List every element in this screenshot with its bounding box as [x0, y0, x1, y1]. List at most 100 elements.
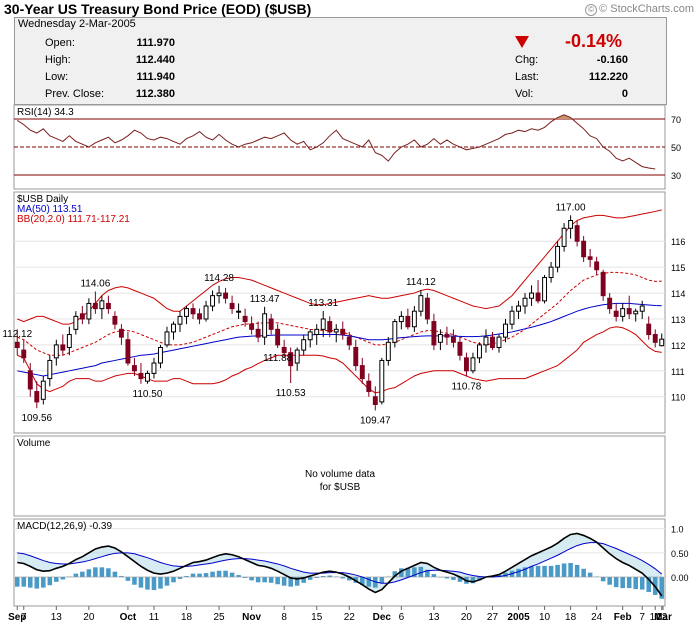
price-annotation: 109.56	[21, 413, 52, 424]
price-tick-label: 112	[671, 341, 685, 351]
bollinger-lower-band	[17, 326, 662, 394]
price-tick-label: 116	[671, 237, 685, 247]
macd-histogram-bar	[574, 564, 580, 577]
macd-histogram-bar	[516, 568, 521, 577]
candle-body	[145, 372, 150, 382]
date-tick-label: Mar	[654, 612, 672, 623]
candle-body	[27, 370, 33, 390]
macd-histogram-bar	[27, 577, 33, 588]
candle-body	[353, 346, 359, 367]
candle-body	[405, 315, 411, 328]
candle-body	[242, 315, 248, 323]
price-annotation: 110.53	[276, 388, 306, 399]
macd-histogram-bar	[236, 575, 241, 577]
candle-body	[190, 308, 196, 315]
candle-body	[294, 349, 300, 364]
rsi-tick-label: 50	[671, 143, 681, 153]
no-volume-message: No volume data	[305, 469, 375, 480]
stockcharts-credit[interactable]: © © StockCharts.com	[585, 3, 694, 16]
candle-body	[568, 220, 574, 229]
candle-body	[620, 308, 626, 317]
macd-histogram-bar	[418, 566, 424, 577]
macd-histogram-bar	[242, 577, 248, 578]
date-tick-label: 15	[311, 612, 323, 623]
low-value: 111.940	[136, 71, 175, 83]
macd-histogram-bar	[229, 572, 235, 577]
date-tick-label: Sep	[8, 612, 26, 623]
date-tick-label: 11	[149, 612, 160, 623]
candle-body	[112, 315, 118, 325]
macd-histogram-bar	[353, 577, 359, 583]
macd-histogram-bar	[320, 576, 326, 577]
candle-body	[60, 344, 66, 351]
macd-title: MACD(12,26,9) -0.39	[17, 521, 112, 532]
candle-body	[151, 362, 157, 374]
candle-body	[490, 336, 495, 348]
date-tick-label: 18	[181, 612, 193, 623]
macd-histogram-bar	[164, 577, 170, 586]
macd-histogram-bar	[54, 577, 59, 582]
candle-body	[236, 310, 242, 313]
candle-body	[561, 227, 567, 247]
rsi-tick-label: 30	[671, 171, 681, 181]
candle-body	[223, 292, 229, 299]
date-tick-label: 20	[461, 612, 473, 623]
date-tick-label: 6	[399, 612, 405, 623]
open-value: 111.970	[136, 37, 175, 49]
candle-body	[392, 321, 398, 343]
macd-histogram-bar	[392, 571, 398, 577]
credit-text: © StockCharts.com	[599, 3, 694, 15]
candle-body	[210, 295, 216, 307]
macd-histogram-bar	[275, 577, 280, 585]
macd-histogram-bar	[249, 577, 254, 581]
macd-tick-label: 0.50	[671, 549, 689, 559]
candle-body	[53, 344, 59, 359]
candle-body	[646, 323, 652, 336]
candle-body	[158, 346, 163, 364]
macd-histogram-bar	[73, 573, 79, 577]
candle-body	[626, 308, 632, 315]
candle-body	[262, 313, 268, 338]
down-arrow-icon	[515, 36, 529, 48]
candle-body	[177, 315, 183, 325]
candle-body	[14, 341, 20, 348]
macd-histogram-bar	[568, 562, 573, 577]
candle-body	[639, 305, 645, 312]
macd-histogram-bar	[106, 568, 111, 577]
candle-body	[418, 295, 424, 312]
macd-histogram-bar	[288, 577, 293, 587]
date-tick-label: 27	[487, 612, 499, 623]
macd-histogram-bar	[262, 577, 267, 583]
quote-summary-panel: Wednesday 2-Mar-2005 Open: 111.970 High:…	[14, 17, 667, 105]
date-tick-label: 8	[281, 612, 287, 623]
macd-histogram-bar	[542, 565, 547, 577]
macd-histogram-bar	[255, 577, 261, 583]
candle-body	[574, 225, 580, 242]
macd-histogram-bar	[112, 571, 118, 577]
bollinger-middle-band	[17, 271, 662, 356]
candle-body	[34, 391, 40, 403]
candle-body	[184, 308, 189, 317]
macd-histogram-bar	[529, 566, 534, 577]
last-label: Last:	[515, 71, 539, 83]
candle-body	[633, 310, 639, 315]
ma-legend: MA(50) 113.51	[17, 204, 83, 215]
candle-body	[21, 349, 27, 359]
macd-histogram-bar	[34, 577, 40, 589]
change-percent: -0.14%	[565, 31, 623, 51]
price-annotation: 117.00	[556, 202, 586, 213]
candle-body	[516, 305, 521, 312]
candle-body	[216, 292, 222, 297]
macd-histogram-bar	[41, 577, 46, 588]
date-tick-label: 22	[656, 612, 668, 623]
rsi-line	[16, 114, 656, 170]
macd-histogram-bar	[444, 577, 450, 579]
macd-histogram-bar	[197, 573, 202, 577]
candle-body	[131, 365, 137, 372]
candle-body	[457, 341, 463, 356]
volume-label: Vol:	[515, 88, 534, 100]
macd-histogram-bar	[294, 577, 300, 586]
candle-body	[66, 334, 72, 348]
candle-body	[463, 357, 469, 372]
candle-body	[79, 313, 85, 320]
